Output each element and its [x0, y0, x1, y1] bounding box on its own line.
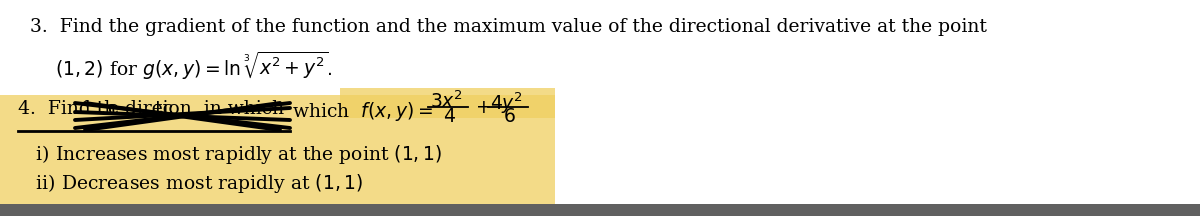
Text: $6$: $6$: [503, 108, 516, 126]
Text: $4$: $4$: [443, 108, 456, 126]
Text: e direc: e direc: [108, 100, 173, 118]
Bar: [0, 95, 554, 207]
Text: 3.  Find the gradient of the function and the maximum value of the directional d: 3. Find the gradient of the function and…: [30, 18, 986, 36]
Text: $4y^2$: $4y^2$: [490, 90, 523, 116]
Text: tion  in which: tion in which: [155, 100, 284, 118]
Bar: [0, 204, 1200, 216]
Text: which  $f(x, y) = $: which $f(x, y) = $: [292, 100, 433, 123]
Text: i) Increases most rapidly at the point $(1, 1)$: i) Increases most rapidly at the point $…: [18, 143, 442, 166]
Bar: [340, 88, 554, 118]
Text: ii) Decreases most rapidly at $(1, 1)$: ii) Decreases most rapidly at $(1, 1)$: [18, 172, 364, 195]
Text: $+$: $+$: [475, 99, 491, 117]
Text: $3x^2$: $3x^2$: [430, 90, 463, 111]
Text: $(1, 2)$ for $g(x, y) = \ln \sqrt[3]{x^2 + y^2}.$: $(1, 2)$ for $g(x, y) = \ln \sqrt[3]{x^2…: [55, 50, 332, 82]
Text: 4.  Find th: 4. Find th: [18, 100, 116, 118]
